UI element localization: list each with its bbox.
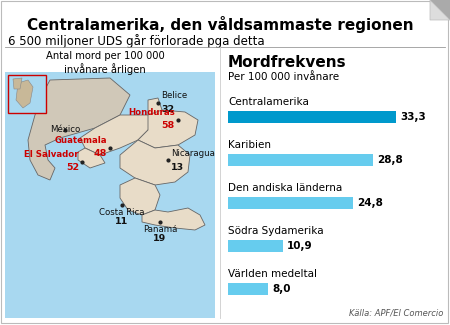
Text: 8,0: 8,0	[272, 284, 291, 294]
Text: Mordfrekvens: Mordfrekvens	[228, 55, 346, 70]
Text: Honduras: Honduras	[128, 108, 175, 117]
Text: Centralamerika, den våldsammaste regionen: Centralamerika, den våldsammaste regione…	[27, 16, 413, 33]
Text: 52: 52	[66, 163, 79, 172]
Text: Världen medeltal: Världen medeltal	[228, 269, 317, 279]
Text: 28,8: 28,8	[377, 155, 403, 165]
Polygon shape	[148, 98, 162, 118]
Text: 10,9: 10,9	[287, 241, 313, 251]
Bar	[228, 197, 353, 209]
Text: 32: 32	[161, 105, 174, 114]
Text: Antal mord per 100 000
invånare årligen: Antal mord per 100 000 invånare årligen	[45, 51, 164, 75]
Text: Den andiska länderna: Den andiska länderna	[228, 183, 342, 193]
Text: 48: 48	[94, 149, 107, 158]
Text: Panamá: Panamá	[143, 225, 177, 234]
Polygon shape	[28, 78, 130, 180]
Text: 58: 58	[162, 121, 175, 130]
Text: Centralamerika: Centralamerika	[228, 97, 309, 107]
Text: Guatemala: Guatemala	[54, 136, 107, 145]
Text: El Salvador: El Salvador	[24, 150, 79, 159]
Bar	[5, 72, 215, 318]
Text: Källa: APF/El Comercio: Källa: APF/El Comercio	[349, 309, 443, 318]
Bar	[228, 283, 268, 295]
Polygon shape	[80, 115, 155, 155]
Text: 19: 19	[153, 234, 166, 243]
Text: Nicaragua: Nicaragua	[171, 149, 215, 158]
Polygon shape	[430, 0, 450, 20]
Bar	[228, 154, 374, 166]
Text: Belice: Belice	[161, 91, 187, 100]
Text: Karibien: Karibien	[228, 140, 271, 150]
Polygon shape	[430, 0, 450, 20]
Text: Per 100 000 invånare: Per 100 000 invånare	[228, 72, 339, 82]
Text: 33,3: 33,3	[400, 112, 426, 122]
Text: México: México	[50, 125, 80, 135]
Text: 24,8: 24,8	[357, 198, 383, 208]
Text: 11: 11	[115, 217, 129, 226]
Bar	[228, 240, 283, 252]
Text: 6 500 miljoner UDS går förlorade pga detta: 6 500 miljoner UDS går förlorade pga det…	[8, 34, 265, 48]
Polygon shape	[78, 148, 105, 168]
Bar	[228, 111, 396, 123]
Bar	[8, 75, 46, 113]
Text: Costa Rica: Costa Rica	[99, 208, 145, 217]
Polygon shape	[16, 80, 33, 108]
Polygon shape	[120, 140, 190, 185]
Polygon shape	[120, 178, 160, 215]
Text: 13: 13	[171, 163, 184, 172]
Polygon shape	[138, 110, 198, 148]
Polygon shape	[13, 78, 22, 89]
Text: Södra Sydamerika: Södra Sydamerika	[228, 226, 324, 236]
Polygon shape	[142, 208, 205, 230]
